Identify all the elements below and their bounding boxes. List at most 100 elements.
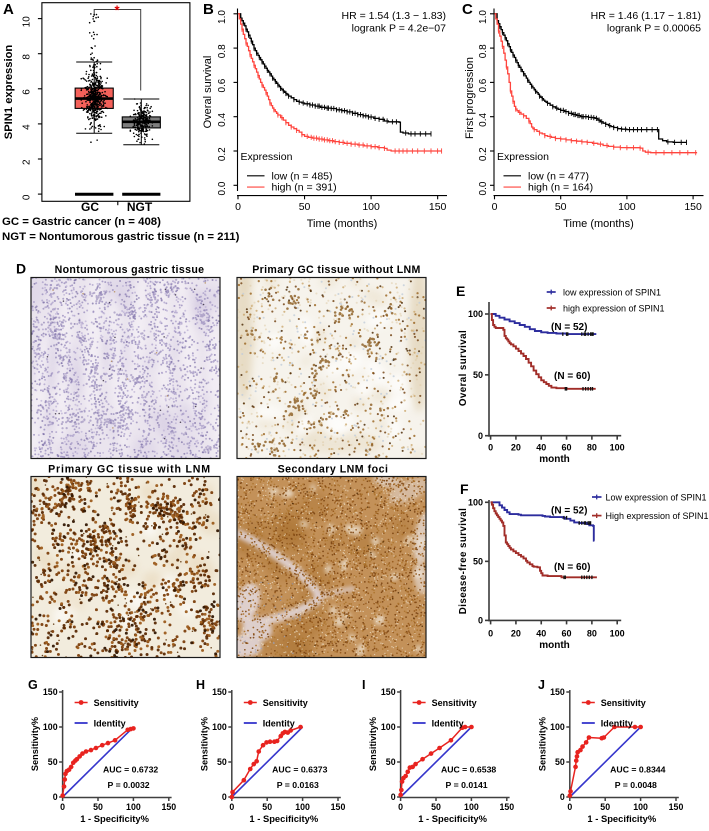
svg-text:(N = 52): (N = 52) [551, 322, 587, 333]
svg-text:low (n = 477): low (n = 477) [528, 170, 589, 182]
svg-text:6: 6 [22, 89, 33, 95]
svg-text:4: 4 [22, 124, 33, 130]
svg-text:100: 100 [464, 802, 479, 812]
svg-text:0: 0 [560, 792, 565, 802]
svg-text:100: 100 [610, 443, 625, 453]
svg-text:100: 100 [362, 201, 380, 213]
svg-text:Overal survival: Overal survival [458, 330, 469, 406]
svg-text:0.4: 0.4 [217, 113, 228, 127]
svg-text:50: 50 [299, 201, 311, 213]
svg-text:20: 20 [511, 629, 521, 639]
svg-text:D: D [16, 261, 26, 277]
svg-text:100: 100 [550, 722, 565, 732]
svg-text:Identity: Identity [94, 718, 126, 728]
svg-text:0.2: 0.2 [217, 147, 228, 161]
svg-text:0: 0 [478, 616, 483, 626]
svg-text:H: H [196, 678, 205, 692]
svg-text:F: F [460, 481, 469, 497]
svg-text:10: 10 [22, 16, 33, 28]
svg-text:SPIN1 expression: SPIN1 expression [3, 45, 15, 140]
svg-text:0: 0 [391, 792, 396, 802]
svg-text:150: 150 [43, 687, 58, 697]
svg-text:0: 0 [478, 431, 483, 441]
svg-text:Primary GC tissue with LNM: Primary GC tissue with LNM [48, 464, 211, 476]
svg-text:0.6: 0.6 [217, 78, 228, 92]
svg-text:Sensitivity: Sensitivity [94, 698, 139, 708]
svg-text:Expression: Expression [497, 151, 549, 163]
svg-text:I: I [362, 678, 365, 692]
svg-text:0.8: 0.8 [478, 44, 489, 58]
svg-text:high (n = 164): high (n = 164) [528, 182, 593, 194]
svg-text:*: * [114, 3, 120, 18]
svg-text:50: 50 [386, 757, 396, 767]
svg-text:50: 50 [555, 201, 567, 213]
svg-text:150: 150 [161, 802, 176, 812]
svg-text:Expression: Expression [241, 151, 293, 163]
svg-text:40: 40 [536, 443, 546, 453]
svg-text:1.0: 1.0 [217, 10, 228, 24]
svg-text:0.2: 0.2 [478, 147, 489, 161]
svg-text:0: 0 [235, 201, 241, 213]
svg-text:150: 150 [669, 802, 684, 812]
svg-text:150: 150 [499, 802, 514, 812]
svg-text:100: 100 [126, 802, 141, 812]
svg-text:(N = 52): (N = 52) [551, 506, 587, 517]
svg-text:50: 50 [555, 757, 565, 767]
svg-text:0: 0 [53, 792, 58, 802]
svg-text:HR = 1.54 (1.3 − 1.83): HR = 1.54 (1.3 − 1.83) [342, 10, 446, 22]
svg-text:GC: GC [81, 200, 99, 214]
svg-text:logrank P = 0.00065: logrank P = 0.00065 [607, 23, 701, 35]
svg-text:0.8: 0.8 [217, 44, 228, 58]
svg-text:0: 0 [60, 802, 65, 812]
svg-text:(N = 60): (N = 60) [554, 562, 590, 573]
svg-text:logrank P = 4.2e−07: logrank P = 4.2e−07 [352, 23, 447, 35]
svg-text:100: 100 [381, 722, 396, 732]
svg-text:20: 20 [511, 443, 521, 453]
svg-text:0: 0 [398, 802, 403, 812]
svg-text:Sensitivity: Sensitivity [432, 698, 477, 708]
svg-text:150: 150 [381, 687, 396, 697]
svg-text:month: month [539, 454, 570, 465]
svg-text:50: 50 [473, 557, 483, 567]
svg-text:0: 0 [488, 629, 493, 639]
svg-text:E: E [456, 283, 465, 299]
svg-text:1 - Specificity%: 1 - Specificity% [587, 813, 656, 824]
svg-text:100: 100 [43, 722, 58, 732]
svg-text:Sensitivity%: Sensitivity% [368, 717, 378, 771]
svg-text:0.0: 0.0 [478, 181, 489, 195]
svg-text:Disease-free survival: Disease-free survival [458, 508, 469, 614]
svg-text:J: J [538, 678, 545, 692]
svg-text:0.4: 0.4 [478, 113, 489, 127]
svg-text:NGT = Nontumorous gastric tiss: NGT = Nontumorous gastric tissue (n = 21… [2, 231, 240, 243]
svg-text:2: 2 [22, 159, 33, 165]
svg-text:1 - Specificity%: 1 - Specificity% [249, 813, 318, 824]
svg-text:B: B [203, 1, 214, 18]
svg-text:P = 0.0163: P = 0.0163 [277, 780, 319, 790]
svg-text:Secondary LNM foci: Secondary LNM foci [278, 464, 389, 476]
svg-text:Sensitivity%: Sensitivity% [30, 717, 40, 771]
svg-text:Identity: Identity [263, 718, 295, 728]
svg-text:AUC = 0.8344: AUC = 0.8344 [610, 765, 665, 775]
svg-text:60: 60 [562, 629, 572, 639]
svg-text:150: 150 [429, 201, 447, 213]
svg-text:60: 60 [562, 443, 572, 453]
svg-text:Low expression of SPIN1: Low expression of SPIN1 [606, 493, 707, 503]
svg-text:Nontumorous gastric tissue: Nontumorous gastric tissue [55, 264, 205, 276]
svg-text:Identity: Identity [601, 718, 633, 728]
svg-text:A: A [3, 1, 14, 18]
svg-text:0.0: 0.0 [217, 181, 228, 195]
svg-text:Time (months): Time (months) [307, 218, 378, 230]
svg-text:0: 0 [22, 194, 33, 200]
svg-text:150: 150 [684, 201, 702, 213]
svg-text:G: G [28, 678, 38, 692]
svg-text:100: 100 [468, 309, 483, 319]
svg-text:P = 0.0141: P = 0.0141 [446, 780, 488, 790]
svg-text:First progression: First progression [464, 57, 476, 139]
svg-text:AUC = 0.6373: AUC = 0.6373 [272, 765, 327, 775]
svg-text:Sensitivity%: Sensitivity% [537, 717, 547, 771]
svg-text:HR = 1.46 (1.17 − 1.81): HR = 1.46 (1.17 − 1.81) [591, 10, 701, 22]
svg-text:40: 40 [536, 629, 546, 639]
svg-text:Identity: Identity [432, 718, 464, 728]
svg-text:low (n = 485): low (n = 485) [272, 170, 333, 182]
svg-text:GC = Gastric cancer (n = 408): GC = Gastric cancer (n = 408) [2, 216, 161, 228]
